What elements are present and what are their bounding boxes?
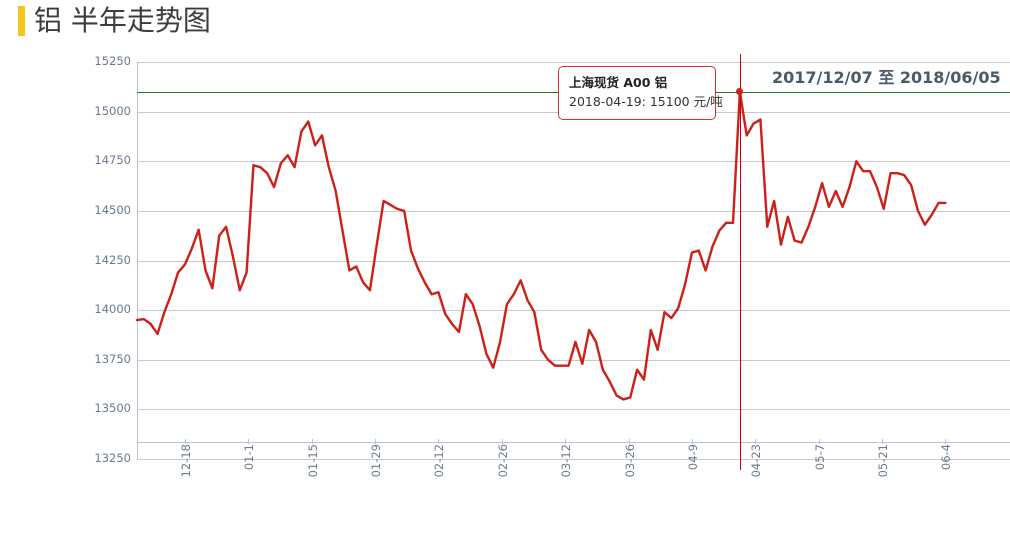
x-axis-tick-mark — [565, 439, 567, 444]
x-axis-tick-mark — [628, 439, 630, 444]
gridline — [137, 62, 1010, 63]
x-axis-tick-mark — [375, 439, 377, 444]
x-axis-line — [137, 442, 1010, 443]
x-axis-tick-mark — [248, 439, 250, 444]
page-title: 铝 半年走势图 — [34, 4, 211, 37]
x-axis-labels: 12-18 01-1 01-15 01-29 02-12 02-26 03-12 03-26 0… — [137, 439, 1010, 534]
x-axis-tick-mark — [755, 439, 757, 444]
y-axis-tick-label: 15000 — [94, 103, 131, 118]
y-axis-line — [137, 62, 138, 459]
x-axis-tick-label: 04-9 — [685, 444, 700, 471]
gridline — [137, 459, 1010, 460]
highlight-point-marker — [736, 88, 744, 96]
y-axis-tick-label: 14500 — [94, 202, 131, 217]
x-axis-tick-mark — [184, 439, 186, 444]
gridline — [137, 161, 1010, 163]
y-axis-tick-label: 15250 — [94, 54, 131, 68]
x-axis-tick-mark — [691, 439, 693, 444]
gridline — [137, 260, 1010, 262]
y-axis-tick-label: 13250 — [94, 451, 131, 465]
price-tooltip: 上海现货 A00 铝 2018-04-19: 15100 元/吨 — [558, 66, 723, 120]
gridline — [137, 310, 1010, 312]
page-header: 铝 半年走势图 — [0, 0, 1010, 46]
x-axis-tick-label: 12-18 — [178, 444, 193, 478]
x-axis-tick-label: 05-21 — [876, 444, 891, 478]
y-axis-tick-label: 14750 — [94, 153, 131, 168]
y-axis-labels: 15250 15000 14750 14500 14250 14000 13750 13500… — [0, 54, 131, 465]
tooltip-title: 上海现货 A00 铝 — [569, 75, 668, 90]
aluminum-price-line-chart: 15250 15000 14750 14500 14250 14000 13750 13500… — [0, 46, 1010, 494]
x-axis-tick-label: 01-29 — [369, 444, 384, 478]
x-axis-tick-mark — [818, 439, 820, 444]
price-series — [135, 90, 947, 401]
crosshair-line — [739, 54, 742, 470]
x-axis-tick-label: 03-12 — [559, 444, 574, 478]
x-axis-tick-label: 02-12 — [432, 444, 447, 478]
x-axis-tick-label: 01-1 — [242, 444, 257, 471]
y-axis-tick-label: 13750 — [94, 351, 131, 366]
gridline — [137, 409, 1010, 411]
gridline — [137, 359, 1010, 361]
y-axis-tick-label: 13500 — [94, 401, 131, 416]
x-axis-tick-label: 02-26 — [495, 444, 510, 478]
x-axis-tick-mark — [438, 439, 440, 444]
x-axis-tick-label: 05-7 — [812, 444, 827, 471]
gridline — [137, 210, 1010, 212]
x-axis-tick-mark — [882, 439, 884, 444]
x-axis-tick-mark — [311, 439, 313, 444]
title-accent-bar — [18, 6, 25, 36]
y-axis-tick-label: 14000 — [94, 302, 131, 317]
x-axis-tick-mark — [945, 439, 947, 444]
x-axis-tick-label: 01-15 — [305, 444, 320, 478]
x-axis-tick-label: 06-4 — [939, 444, 954, 471]
x-axis-tick-label: 04-23 — [749, 444, 764, 478]
x-axis-tick-mark — [501, 439, 503, 444]
tooltip-value: 2018-04-19: 15100 元/吨 — [569, 94, 723, 109]
x-axis-tick-label: 03-26 — [622, 444, 637, 478]
y-axis-tick-label: 14250 — [94, 252, 131, 267]
date-range-label: 2017/12/07 至 2018/06/05 — [772, 68, 1001, 87]
